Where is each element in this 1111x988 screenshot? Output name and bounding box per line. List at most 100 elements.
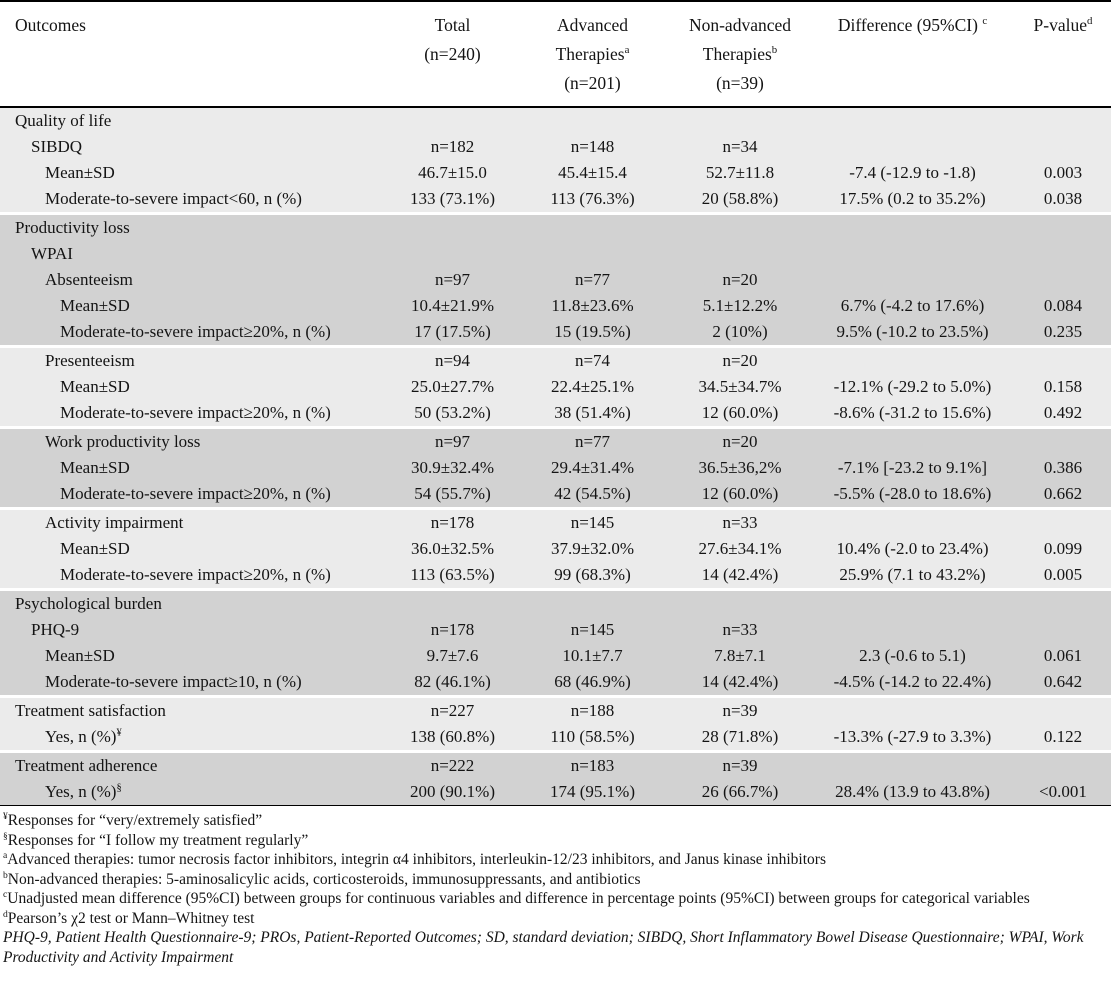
footnote-abbreviations: PHQ-9, Patient Health Questionnaire-9; P… bbox=[3, 929, 1084, 966]
section-productivity-loss: Productivity loss WPAI Absenteeism n=97 n=77… bbox=[0, 212, 1111, 347]
cell-col1: 25.0±27.7% bbox=[390, 374, 515, 400]
table-row: Psychological burden bbox=[0, 588, 1111, 617]
cell-col5 bbox=[1015, 241, 1111, 267]
cell-col5: 0.005 bbox=[1015, 562, 1111, 590]
section-activity-impairment: Activity impairment n=178 n=145 n=33 Mean±SD… bbox=[0, 507, 1111, 590]
cell-col1: 30.9±32.4% bbox=[390, 455, 515, 481]
footnote-§: §Responses for “I follow my treatment re… bbox=[3, 830, 309, 849]
table-row: Work productivity loss n=97 n=77 n=20 bbox=[0, 426, 1111, 455]
cell-col1: 82 (46.1%) bbox=[390, 669, 515, 697]
section-psychological-burden: Psychological burden PHQ-9 n=178 n=145 n=33 M… bbox=[0, 588, 1111, 697]
row-label: Mean±SD bbox=[0, 536, 390, 562]
cell-col4 bbox=[810, 750, 1015, 779]
table-row: Moderate-to-severe impact≥20%, n (%) 113 … bbox=[0, 562, 1111, 590]
cell-col4: -8.6% (-31.2 to 15.6%) bbox=[810, 400, 1015, 428]
cell-col1: 9.7±7.6 bbox=[390, 643, 515, 669]
cell-col3: 26 (66.7%) bbox=[670, 779, 810, 806]
cell-col4: -7.1% [-23.2 to 9.1%] bbox=[810, 455, 1015, 481]
row-label: Yes, n (%)¥ bbox=[0, 724, 390, 752]
cell-col3 bbox=[670, 588, 810, 617]
table-row: Presenteeism n=94 n=74 n=20 bbox=[0, 345, 1111, 374]
cell-col2: n=188 bbox=[515, 695, 670, 724]
row-label: Productivity loss bbox=[0, 212, 390, 241]
cell-col1: 54 (55.7%) bbox=[390, 481, 515, 509]
row-label: Mean±SD bbox=[0, 643, 390, 669]
cell-col5 bbox=[1015, 617, 1111, 643]
cell-col5: 0.099 bbox=[1015, 536, 1111, 562]
header-line: Advanced bbox=[557, 15, 628, 35]
cell-col2: 174 (95.1%) bbox=[515, 779, 670, 806]
section-treatment-adherence: Treatment adherence n=222 n=183 n=39 Yes, n … bbox=[0, 750, 1111, 806]
cell-col3: n=39 bbox=[670, 695, 810, 724]
header-line: (n=201) bbox=[564, 73, 621, 93]
cell-col1: n=222 bbox=[390, 750, 515, 779]
table-row: Yes, n (%)§ 200 (90.1%) 174 (95.1%) 26 (66.… bbox=[0, 779, 1111, 806]
cell-col1: n=178 bbox=[390, 617, 515, 643]
footnote-a: aAdvanced therapies: tumor necrosis fact… bbox=[3, 849, 826, 868]
outcomes-table: Outcomes Total (n=240) Advanced Therapiesa (n… bbox=[0, 0, 1111, 806]
table-row: Mean±SD 36.0±32.5% 37.9±32.0% 27.6±34.1% 10.… bbox=[0, 536, 1111, 562]
row-label: Treatment satisfaction bbox=[0, 695, 390, 724]
cell-col2: 29.4±31.4% bbox=[515, 455, 670, 481]
column-header-p-value: P-valued bbox=[1015, 1, 1111, 107]
cell-col1: 17 (17.5%) bbox=[390, 319, 515, 347]
row-label: Work productivity loss bbox=[0, 426, 390, 455]
cell-col3: 20 (58.8%) bbox=[670, 186, 810, 214]
cell-col3: 36.5±36,2% bbox=[670, 455, 810, 481]
cell-col1: n=178 bbox=[390, 507, 515, 536]
header-line: Therapiesa bbox=[555, 44, 630, 64]
section-presenteeism: Presenteeism n=94 n=74 n=20 Mean±SD 25.0±27.7… bbox=[0, 345, 1111, 428]
table-row: Moderate-to-severe impact≥20%, n (%) 54 (… bbox=[0, 481, 1111, 509]
cell-col2: 11.8±23.6% bbox=[515, 293, 670, 319]
cell-col3: n=33 bbox=[670, 507, 810, 536]
cell-col5: 0.061 bbox=[1015, 643, 1111, 669]
cell-col1: 200 (90.1%) bbox=[390, 779, 515, 806]
cell-col1 bbox=[390, 212, 515, 241]
cell-col3: 27.6±34.1% bbox=[670, 536, 810, 562]
cell-col4: 17.5% (0.2 to 35.2%) bbox=[810, 186, 1015, 214]
cell-col3 bbox=[670, 241, 810, 267]
superscript-marker: § bbox=[116, 782, 122, 794]
row-label: WPAI bbox=[0, 241, 390, 267]
superscript-marker: c bbox=[982, 15, 988, 28]
table-row: Mean±SD 25.0±27.7% 22.4±25.1% 34.5±34.7% -12… bbox=[0, 374, 1111, 400]
row-label: Moderate-to-severe impact≥10, n (%) bbox=[0, 669, 390, 697]
cell-col2: n=77 bbox=[515, 267, 670, 293]
table-row: Treatment adherence n=222 n=183 n=39 bbox=[0, 750, 1111, 779]
header-line: Difference (95%CI) c bbox=[837, 15, 988, 35]
cell-col3 bbox=[670, 212, 810, 241]
cell-col1: n=94 bbox=[390, 345, 515, 374]
header-line: Non-advanced bbox=[688, 15, 792, 35]
cell-col2: 42 (54.5%) bbox=[515, 481, 670, 509]
cell-col5: 0.642 bbox=[1015, 669, 1111, 697]
table-row: Mean±SD 30.9±32.4% 29.4±31.4% 36.5±36,2% -7.… bbox=[0, 455, 1111, 481]
cell-col1: 138 (60.8%) bbox=[390, 724, 515, 752]
row-label: Mean±SD bbox=[0, 160, 390, 186]
row-label: Quality of life bbox=[0, 107, 390, 134]
cell-col2: n=77 bbox=[515, 426, 670, 455]
footnote-marker: c bbox=[3, 888, 8, 900]
cell-col1: n=227 bbox=[390, 695, 515, 724]
table-header: Outcomes Total (n=240) Advanced Therapiesa (n… bbox=[0, 1, 1111, 107]
cell-col1: 10.4±21.9% bbox=[390, 293, 515, 319]
cell-col2: 68 (46.9%) bbox=[515, 669, 670, 697]
footnote-marker: b bbox=[3, 869, 8, 881]
cell-col1: 36.0±32.5% bbox=[390, 536, 515, 562]
cell-col4: 2.3 (-0.6 to 5.1) bbox=[810, 643, 1015, 669]
cell-col3: n=20 bbox=[670, 426, 810, 455]
cell-col4: 25.9% (7.1 to 43.2%) bbox=[810, 562, 1015, 590]
row-label: Activity impairment bbox=[0, 507, 390, 536]
cell-col5 bbox=[1015, 588, 1111, 617]
section-quality-of-life: Quality of life SIBDQ n=182 n=148 n=34 Mean±S… bbox=[0, 107, 1111, 214]
cell-col4: -7.4 (-12.9 to -1.8) bbox=[810, 160, 1015, 186]
cell-col2: n=148 bbox=[515, 134, 670, 160]
row-label: PHQ-9 bbox=[0, 617, 390, 643]
table-row: Treatment satisfaction n=227 n=188 n=39 bbox=[0, 695, 1111, 724]
row-label: Moderate-to-severe impact≥20%, n (%) bbox=[0, 481, 390, 509]
cell-col3: n=20 bbox=[670, 267, 810, 293]
row-label: Moderate-to-severe impact≥20%, n (%) bbox=[0, 400, 390, 428]
cell-col3: n=34 bbox=[670, 134, 810, 160]
table-row: Mean±SD 46.7±15.0 45.4±15.4 52.7±11.8 -7.4 (… bbox=[0, 160, 1111, 186]
cell-col4 bbox=[810, 617, 1015, 643]
cell-col3: 2 (10%) bbox=[670, 319, 810, 347]
